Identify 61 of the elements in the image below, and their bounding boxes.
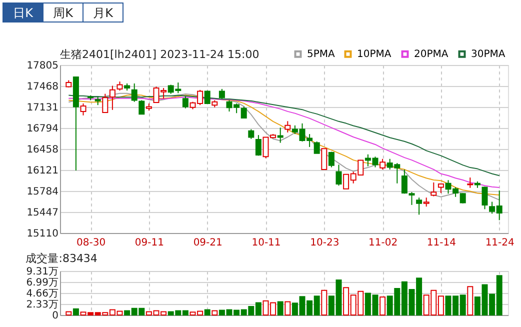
text: 月K [93,6,114,20]
text: 周K [53,6,74,20]
chart-title: 成交量:83434 [26,252,98,265]
chart-title: 生猪2401[lh2401] 2023-11-24 15:00 [60,48,260,61]
y-tick-label: 17805 [26,60,58,72]
bar [284,301,291,316]
candlestick [314,140,320,154]
y-tick-label: 6.99万 [26,277,58,288]
bar [212,310,218,316]
candlestick [240,106,247,118]
candlestick [131,82,138,102]
candlestick [321,148,328,170]
y-tick-label: 15110 [26,228,58,240]
x-tick-label: 09-21 [193,238,222,248]
bar [277,301,284,316]
legend-label: 30PMA [471,49,506,60]
candlestick [255,134,262,156]
y-tick-label: 16121 [26,165,58,176]
candlestick [277,127,284,144]
candlestick [284,120,291,133]
x-tick-label: 11-14 [426,238,456,248]
legend-label: 5PMA [307,49,336,60]
y-tick-label: 17131 [26,102,58,114]
candlestick [430,182,437,197]
bar [204,309,210,316]
bar [467,286,474,316]
bar [66,311,72,316]
legend-label: 20PMA [414,49,448,60]
x-tick-label: 11-02 [368,238,398,248]
bar [72,308,79,316]
x-tick-label: 10-23 [310,238,340,248]
x-tick-label: 10-11 [252,238,281,248]
y-tick-label: 0 [52,310,58,322]
x-tick-label: 11-24 [485,238,514,248]
candlestick [482,186,488,210]
bar [321,290,328,316]
candlestick [182,96,188,109]
y-tick-label: 9.31万 [26,266,58,278]
y-tick-label: 2.33万 [26,299,58,310]
y-tick-label: 15447 [26,207,58,218]
candlestick [204,90,210,104]
candlestick [116,81,123,92]
y-tick-label: 16458 [26,144,58,156]
x-tick-label: 09-11 [134,238,164,248]
y-tick-label: 17468 [26,82,58,93]
candlestick [138,100,145,115]
candlestick [416,197,422,216]
y-tick-label: 4.66万 [26,288,58,300]
candlestick [328,151,334,168]
candlestick [336,164,342,186]
y-tick-label: 16794 [26,124,58,135]
candlestick [248,128,254,140]
text: 日K [13,6,34,20]
candlestick [380,158,386,170]
candlestick [467,177,474,188]
candlestick [80,102,86,116]
candlestick [218,88,225,100]
bar [380,296,386,316]
y-tick-label: 15784 [26,186,58,198]
x-tick-label: 08-30 [76,238,106,248]
legend-label: 10PMA [357,49,392,60]
